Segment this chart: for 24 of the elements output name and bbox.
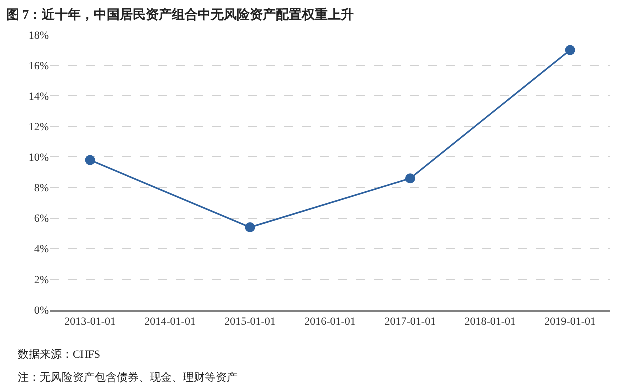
y-tick-label: 0% xyxy=(34,304,49,317)
x-tick-label: 2019-01-01 xyxy=(544,316,596,328)
x-tick-label: 2014-01-01 xyxy=(144,316,196,328)
source-note: 数据来源：CHFS xyxy=(18,348,101,361)
point xyxy=(405,174,416,184)
point xyxy=(85,155,96,166)
y-tick-label: 16% xyxy=(28,60,49,72)
chart-title: 图 7：近十年，中国居民资产组合中无风险资产配置权重上升 xyxy=(6,6,354,22)
point xyxy=(245,222,256,232)
x-tick-label: 2016-01-01 xyxy=(304,316,356,328)
y-tick-label: 4% xyxy=(34,244,49,256)
x-tick-label: 2017-01-01 xyxy=(384,316,436,328)
x-tick-label: 2018-01-01 xyxy=(464,316,516,328)
x-tick-label: 2013-01-01 xyxy=(64,316,116,328)
y-tick-label: 2% xyxy=(34,274,49,286)
text: 注：无风险资产包含债券、现金、理财等资产 xyxy=(18,371,238,384)
y-tick-label: 18% xyxy=(28,30,49,42)
point xyxy=(565,45,576,56)
y-tick-label: 6% xyxy=(34,213,49,226)
x-tick-label: 2015-01-01 xyxy=(224,316,276,328)
y-tick-label: 14% xyxy=(28,90,49,103)
y-tick-label: 12% xyxy=(28,122,49,134)
y-tick-label: 10% xyxy=(28,152,49,164)
y-tick-label: 8% xyxy=(34,182,49,195)
